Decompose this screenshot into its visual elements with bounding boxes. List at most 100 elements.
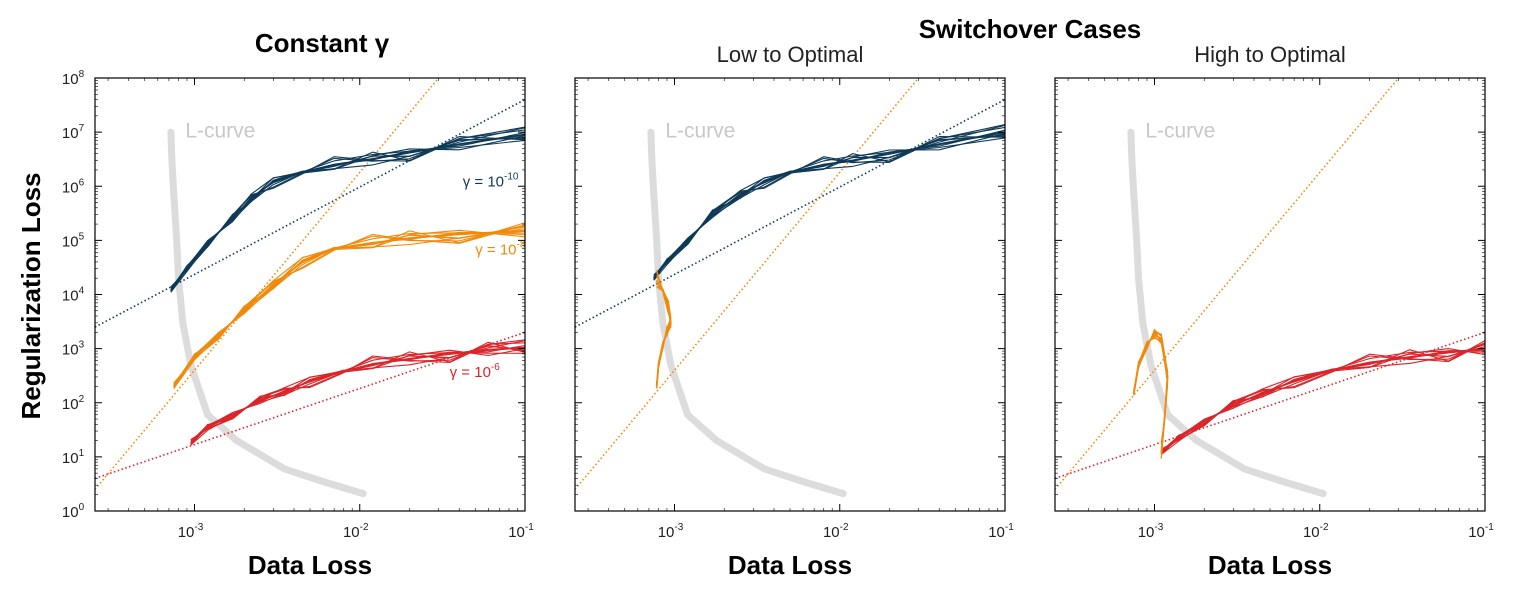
series-trace <box>1160 340 1485 455</box>
lcurve-line <box>1127 128 1327 498</box>
series-gamma-1e-6 <box>190 339 525 446</box>
panel-3-xlabel: Data Loss <box>1208 550 1332 580</box>
series-trace <box>190 342 525 441</box>
x-tick-label-2: 10-2 <box>823 522 849 541</box>
series-high-start <box>1132 328 1169 459</box>
series-label-2-base: γ = 10 <box>475 241 516 258</box>
series-label-1-base: γ = 10 <box>463 173 504 190</box>
panel-3-plot-area <box>1055 78 1485 498</box>
x-tick-label-3-exp: -1 <box>525 522 534 533</box>
series-trace <box>1160 347 1485 454</box>
series-trace <box>1160 348 1485 456</box>
y-tick-label-1-exp: 0 <box>79 502 85 513</box>
y-tick-label-4: 103 <box>62 340 85 359</box>
y-tick-label-4-exp: 3 <box>79 340 85 351</box>
series-gamma-1e-8 <box>173 222 525 389</box>
y-tick-label-4-base: 10 <box>62 342 79 359</box>
x-tick-label-2: 10-2 <box>1303 522 1329 541</box>
panel-frame <box>1054 77 1486 512</box>
series-optimal <box>653 124 1005 281</box>
series-trace <box>190 347 525 444</box>
series-trace <box>190 345 525 445</box>
series-optimal <box>1160 340 1485 456</box>
series-trace <box>170 129 525 288</box>
series-trace <box>653 126 1005 276</box>
series-label-1-exp: -10 <box>504 171 519 182</box>
x-tick-label-1: 10-3 <box>658 522 684 541</box>
reference-line-2 <box>575 78 920 490</box>
series-label-2: γ = 10-8 <box>475 239 526 258</box>
y-tick-label-6: 105 <box>62 231 85 250</box>
series-trace <box>653 129 1005 279</box>
panel-2-xlabel: Data Loss <box>728 550 852 580</box>
lcurve-line <box>167 128 367 498</box>
panel-2-title: Low to Optimal <box>717 42 864 67</box>
series-label-2-exp: -8 <box>517 239 526 250</box>
y-tick-label-2: 101 <box>62 448 85 467</box>
x-tick-label-2: 10-2 <box>343 522 369 541</box>
series-trace <box>656 285 672 388</box>
x-tick-label-3-exp: -1 <box>1005 522 1014 533</box>
series-label-3: γ = 10-6 <box>450 362 501 381</box>
series-low-start <box>655 269 672 389</box>
reference-line-1 <box>95 98 525 328</box>
y-tick-label-9: 108 <box>62 69 85 88</box>
x-tick-label-3-base: 10 <box>508 524 525 541</box>
x-tick-label-2-base: 10 <box>823 524 840 541</box>
y-tick-label-5-base: 10 <box>62 288 79 305</box>
x-tick-label-1-exp: -3 <box>1154 522 1163 533</box>
panels: Constant γγ = 10-10γ = 10-8γ = 10-6L-cur… <box>62 28 1494 580</box>
panel-frame <box>94 77 526 512</box>
series-trace <box>190 346 525 444</box>
series-gamma-1e-10 <box>170 126 525 293</box>
series-trace <box>1133 329 1169 443</box>
panel-2-plot-area <box>575 78 1005 498</box>
x-tick-label-1: 10-3 <box>178 522 204 541</box>
series-trace <box>1161 342 1485 450</box>
x-tick-label-3: 10-1 <box>1468 522 1494 541</box>
x-tick-label-1-exp: -3 <box>194 522 203 533</box>
figure-suptitle: Switchover Cases <box>919 14 1142 44</box>
x-tick-label-2-exp: -2 <box>360 522 369 533</box>
x-tick-label-2-exp: -2 <box>1320 522 1329 533</box>
x-tick-label-3: 10-1 <box>988 522 1014 541</box>
series-trace <box>656 269 672 384</box>
y-tick-label-6-base: 10 <box>62 233 79 250</box>
series-trace <box>190 339 525 441</box>
series-trace <box>190 341 525 445</box>
x-tick-label-1-base: 10 <box>658 524 675 541</box>
x-tick-label-2-base: 10 <box>1303 524 1320 541</box>
x-tick-label-1-exp: -3 <box>674 522 683 533</box>
series-trace <box>170 127 525 293</box>
y-tick-label-6-exp: 5 <box>79 231 85 242</box>
y-tick-label-2-base: 10 <box>62 450 79 467</box>
x-tick-label-2-exp: -2 <box>840 522 849 533</box>
lcurve-label: L-curve <box>1145 119 1215 142</box>
x-tick-label-1-base: 10 <box>178 524 195 541</box>
series-label-3-base: γ = 10 <box>450 364 491 381</box>
series-trace <box>190 344 525 445</box>
series-trace <box>1160 350 1485 452</box>
x-tick-label-3-base: 10 <box>1468 524 1485 541</box>
y-tick-label-5-exp: 4 <box>79 286 85 297</box>
y-tick-label-9-exp: 8 <box>79 69 85 80</box>
y-tick-label-5: 104 <box>62 286 85 305</box>
x-tick-label-3-base: 10 <box>988 524 1005 541</box>
panel-1-plot-area <box>95 78 525 498</box>
series-trace <box>170 132 525 291</box>
y-tick-label-3: 102 <box>62 394 85 413</box>
y-tick-label-1: 100 <box>62 502 85 521</box>
panel-3-title: High to Optimal <box>1194 42 1346 67</box>
y-tick-label-2-exp: 1 <box>79 448 85 459</box>
x-tick-label-1: 10-3 <box>1138 522 1164 541</box>
series-trace <box>1160 345 1485 455</box>
x-tick-label-1-base: 10 <box>1138 524 1155 541</box>
y-tick-label-3-exp: 2 <box>79 394 85 405</box>
reference-line-2 <box>95 78 440 490</box>
series-trace <box>190 344 525 444</box>
lcurve-label: L-curve <box>185 119 255 142</box>
panel-1: Constant γγ = 10-10γ = 10-8γ = 10-6L-cur… <box>62 28 534 580</box>
reference-line-1 <box>1055 78 1400 490</box>
